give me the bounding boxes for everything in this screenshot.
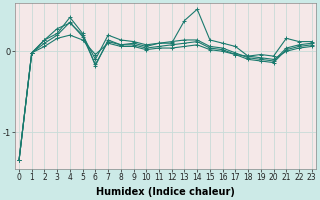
X-axis label: Humidex (Indice chaleur): Humidex (Indice chaleur) [96,187,235,197]
